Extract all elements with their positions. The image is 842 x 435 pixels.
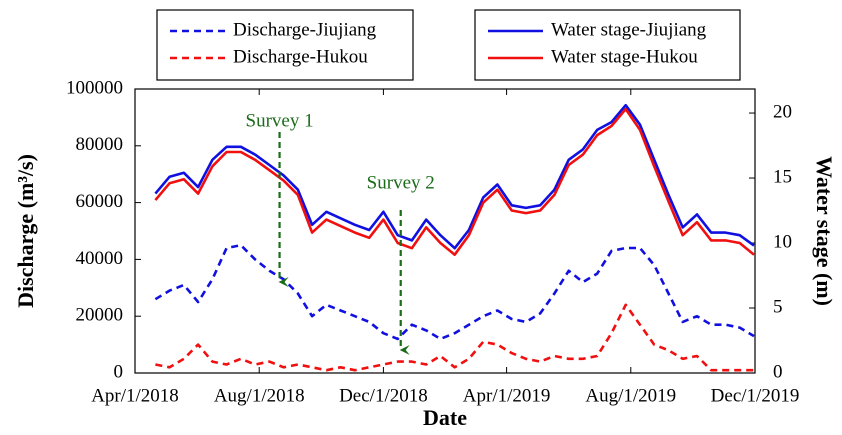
annotation-label: Survey 2 [367,172,435,193]
series-line [154,107,755,256]
y-tick-label: 60000 [76,191,124,212]
y2-tick-label: 20 [773,101,792,122]
x-tick-label: Aug/1/2019 [585,385,676,406]
x-tick-label: Apr/1/2018 [91,385,179,406]
y2-tick-label: 15 [773,166,792,187]
annotation-label: Survey 1 [246,110,314,131]
legend-label: Discharge-Hukou [233,46,368,67]
x-tick-label: Dec/1/2019 [711,385,800,406]
y2-tick-label: 0 [773,361,783,382]
y-tick-label: 80000 [76,134,124,155]
plot-frame [134,88,756,374]
y-tick-label: 40000 [76,248,124,269]
y2-tick-label: 10 [773,231,792,252]
y-tick-label: 100000 [66,77,123,98]
x-tick-label: Dec/1/2018 [339,385,428,406]
series-line [155,303,754,372]
x-tick-label: Apr/1/2019 [463,385,551,406]
legend-label: Water stage-Hukou [551,46,698,67]
series-line [154,243,755,341]
series-line [154,103,755,250]
y-tick-label: 20000 [76,305,124,326]
y2-axis-label: Water stage (m) [812,156,837,306]
y-axis-label: Discharge (m³/s) [13,154,38,308]
legend-box [474,9,741,81]
y-tick-label: 0 [114,361,124,382]
x-axis-label: Date [423,405,467,430]
legend-label: Discharge-Jiujiang [233,19,377,40]
legend-label: Water stage-Jiujiang [551,19,707,40]
y2-tick-label: 5 [773,296,783,317]
legend-box [156,9,414,81]
x-tick-label: Aug/1/2018 [214,385,305,406]
